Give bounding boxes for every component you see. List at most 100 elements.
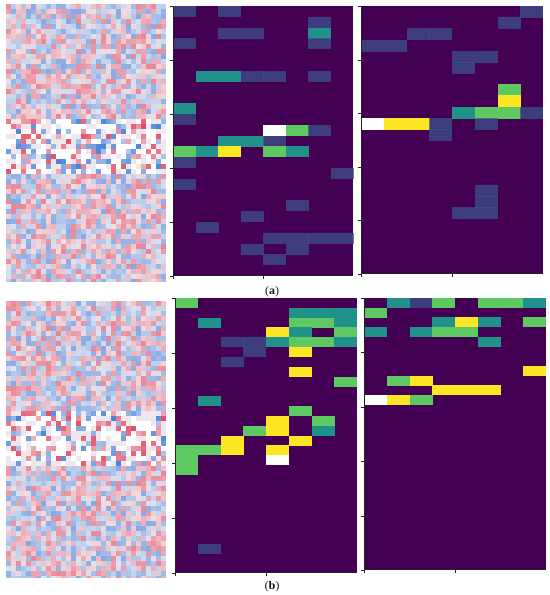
heatmap-cell (266, 415, 289, 426)
heatmap-cell (288, 337, 312, 348)
heatmap-cell (386, 298, 410, 308)
axis-tick (170, 6, 173, 7)
axis-tick (266, 573, 267, 576)
heatmap-cell (497, 84, 521, 97)
heatmap-cell (266, 337, 289, 348)
heatmap-cell (383, 39, 407, 52)
heatmap-cell (266, 327, 289, 338)
heatmap-cell (477, 317, 501, 328)
heatmap-cell (334, 327, 358, 338)
heatmap-cell (523, 366, 547, 376)
heatmap-cell (497, 17, 521, 30)
heatmap-cell (474, 195, 498, 208)
heatmap-cell (477, 385, 501, 396)
heatmap-cell (452, 50, 475, 63)
heatmap-cell (173, 146, 196, 158)
heatmap-cell (220, 356, 244, 367)
attention-heatmap-b-right (361, 298, 547, 573)
heatmap-cell (175, 455, 198, 466)
heatmap-cell (432, 327, 456, 338)
heatmap-cell (386, 375, 410, 386)
heatmap-cell (334, 376, 358, 387)
axis-tick (361, 570, 364, 571)
heatmap-cell (330, 232, 354, 244)
axis-tick (361, 461, 364, 462)
axis-tick (361, 352, 364, 353)
axis-tick (173, 276, 174, 279)
axis-tick (358, 113, 361, 114)
heatmap-cell (452, 61, 475, 74)
axis-tick (361, 298, 364, 299)
heatmap-cell (173, 6, 196, 17)
heatmap-cell (285, 146, 309, 158)
heatmap-cell (308, 38, 331, 50)
heatmap-cell (334, 337, 358, 348)
heatmap-cell (361, 39, 384, 52)
axis-tick (364, 570, 365, 573)
heatmap-cell (263, 254, 286, 266)
heatmap-cell (406, 28, 430, 41)
heatmap-cell (243, 425, 267, 436)
heatmap-cell (266, 455, 289, 466)
heatmap-cell (500, 298, 524, 308)
heatmap-cell (455, 385, 478, 396)
heatmap-cell (285, 200, 309, 212)
heatmap-cell (311, 415, 335, 426)
attention-heatmap-a-left (170, 6, 354, 279)
axis-tick (358, 167, 361, 168)
heatmap-cell (173, 103, 196, 115)
heatmap-cell (288, 347, 312, 358)
heatmap-cell (308, 124, 331, 136)
heatmap-cell (409, 298, 433, 308)
axis-tick (358, 6, 361, 7)
heatmap-cell (432, 385, 456, 396)
axis-tick (361, 407, 364, 408)
heatmap-cell (452, 207, 475, 219)
heatmap-cell (195, 70, 219, 82)
heatmap-cell (197, 396, 221, 407)
heatmap-cell (240, 70, 264, 82)
heatmap-cell (288, 406, 312, 417)
axis-tick (358, 60, 361, 61)
heatmap-cell (288, 307, 312, 318)
heatmap-cell (452, 106, 475, 119)
heatmap-cell (175, 464, 198, 475)
heatmap-cell (218, 6, 241, 17)
heatmap-cell (197, 445, 221, 456)
axis-tick (172, 463, 175, 464)
heatmap-cell (263, 70, 286, 82)
heatmap-cell (220, 435, 244, 446)
axis-tick (175, 573, 176, 576)
axis-tick (170, 114, 173, 115)
heatmap-cell (311, 307, 335, 318)
heatmap-cell (220, 445, 244, 456)
heatmap-cell (474, 117, 498, 130)
heatmap-cell (263, 135, 286, 147)
axis-tick (452, 274, 453, 277)
heatmap-cell (197, 543, 221, 554)
heatmap-cell (474, 184, 498, 197)
heatmap-cell (288, 435, 312, 446)
heatmap-cell (266, 425, 289, 436)
heatmap-cell (173, 178, 196, 190)
seismic-section-image-b (6, 301, 166, 578)
heatmap-cell (520, 106, 544, 119)
heatmap-cell (263, 124, 286, 136)
seismic-section-image-a (6, 4, 166, 282)
heatmap-cell (386, 395, 410, 406)
heatmap-cell (477, 336, 501, 347)
heatmap-cell (263, 146, 286, 158)
heatmap-cell (432, 317, 456, 328)
heatmap-cell (308, 16, 331, 28)
heatmap-cell (266, 445, 289, 456)
heatmap-cell (364, 307, 387, 318)
heatmap-cell (173, 157, 196, 169)
heatmap-cell (330, 168, 354, 179)
axis-tick (358, 274, 361, 275)
heatmap-cell (308, 70, 331, 82)
axis-tick (172, 518, 175, 519)
panel-b-caption: (b) (264, 578, 280, 592)
axis-tick (172, 353, 175, 354)
axis-tick (172, 573, 175, 574)
axis-tick (170, 276, 173, 277)
